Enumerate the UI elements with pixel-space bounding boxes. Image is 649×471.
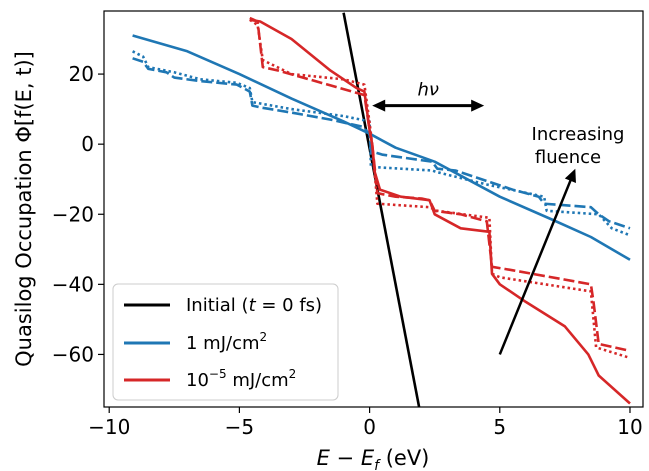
series-line-0 bbox=[342, 12, 421, 407]
y-axis-label: Quasilog Occupation Φ[f(E, t)] bbox=[12, 51, 36, 367]
legend-label-1e-5mj: 10−5 mJ/cm2 bbox=[186, 367, 296, 391]
series-line-1 bbox=[132, 34, 631, 261]
x-tick-label: −10 bbox=[88, 415, 130, 439]
legend: Initial (t = 0 fs) 1 mJ/cm2 10−5 mJ/cm2 bbox=[112, 283, 339, 401]
increasing-label: Increasing bbox=[532, 124, 625, 145]
hnu-label: hν bbox=[417, 80, 438, 101]
series-line-4 bbox=[249, 18, 631, 405]
fluence-label: fluence bbox=[535, 147, 601, 168]
fluence-arrow-head bbox=[564, 168, 576, 184]
y-tick-label: −20 bbox=[52, 202, 94, 226]
series-layer bbox=[132, 12, 631, 407]
legend-label-1mj: 1 mJ/cm2 bbox=[186, 330, 267, 354]
legend-box bbox=[112, 283, 339, 401]
ticks-layer: −10 −5 0 5 10 20 0 −20 −40 −60 bbox=[52, 62, 643, 439]
y-tick-label: −40 bbox=[52, 272, 94, 296]
fluence-arrow-shaft bbox=[498, 177, 573, 355]
x-tick-label: 0 bbox=[363, 415, 376, 439]
legend-label-initial: Initial (t = 0 fs) bbox=[186, 295, 322, 316]
x-tick-label: 10 bbox=[617, 415, 642, 439]
x-axis-label: E − Ef (eV) bbox=[317, 446, 430, 471]
x-tick-label: 5 bbox=[493, 415, 506, 439]
hnu-arrow-head-left bbox=[372, 99, 386, 112]
hnu-arrow-head-right bbox=[471, 99, 485, 112]
y-tick-label: −60 bbox=[52, 342, 94, 366]
x-tick-label: −5 bbox=[225, 415, 254, 439]
plot-frame bbox=[103, 10, 644, 408]
y-tick-label: 20 bbox=[69, 62, 94, 86]
y-tick-label: 0 bbox=[81, 132, 94, 156]
